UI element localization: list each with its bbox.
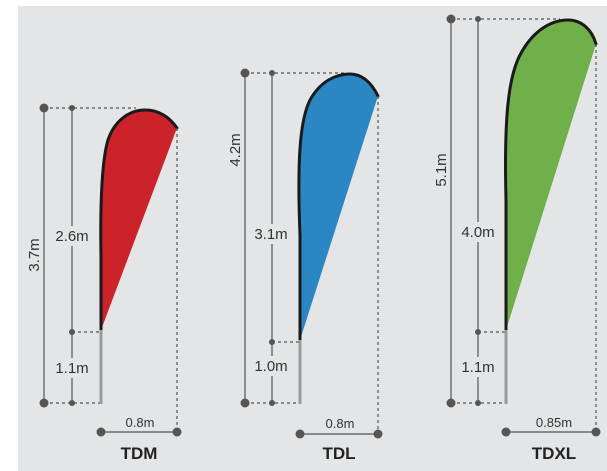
label-backing [52,226,92,246]
flag-tdl: 4.2m 3.1m 1.0m 0.8m TDL [227,68,383,463]
total-height-label: 5.1m [433,153,450,186]
pole-height-label: 1.1m [461,359,494,376]
flag-sail [505,20,596,330]
flag-height-label: 2.6m [55,228,88,245]
width-label: 0.85m [536,415,572,430]
flag-outline [504,18,598,332]
label-backing [457,357,499,377]
total-height-label: 3.7m [26,238,43,271]
flag-tdm: 3.7m 2.6m 1.1m [26,103,182,463]
pole-height-label: 1.0m [254,358,287,375]
width-dimension [96,128,182,437]
label-backing [52,358,92,378]
total-height-dimension [240,68,345,408]
flag-tdxl: 5.1m 4.0m 1.1m 0.85m TDXL [433,14,601,463]
width-label: 0.8m [126,415,155,430]
flag-height-dimension [475,16,506,406]
flag-sail [298,74,378,340]
model-name: TDXL [532,444,576,463]
flag-sail [100,110,177,330]
label-backing [457,222,499,242]
flag-height-dimension [69,105,100,406]
width-label: 0.8m [326,416,355,431]
total-height-label: 4.2m [227,133,244,166]
total-height-dimension [446,14,560,408]
label-backing [250,356,292,376]
flag-outline [297,72,380,342]
model-name: TDL [322,444,355,463]
model-name: TDM [121,444,158,463]
width-dimension [501,44,601,437]
width-dimension [295,96,383,439]
pole-height-label: 1.1m [55,360,88,377]
label-backing [250,224,292,244]
flag-outline [99,108,179,332]
flag-height-label: 4.0m [461,224,494,241]
flag-height-label: 3.1m [254,226,287,243]
total-height-dimension [39,103,136,408]
